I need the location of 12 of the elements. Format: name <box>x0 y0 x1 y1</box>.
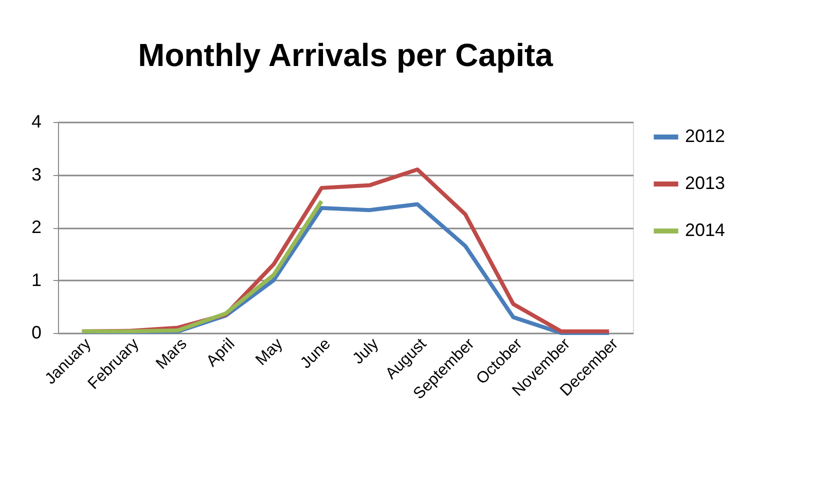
legend-label: 2013 <box>685 173 726 193</box>
legend-label: 2012 <box>685 126 726 146</box>
x-tick-label: July <box>350 336 382 368</box>
x-tick-label: May <box>252 336 286 369</box>
line-series <box>80 199 324 334</box>
y-tick-label: 3 <box>31 164 42 184</box>
y-tick-label: 0 <box>31 322 42 342</box>
legend-label: 2014 <box>685 220 726 240</box>
chart-title: Monthly Arrivals per Capita <box>138 37 554 73</box>
y-tick-label: 4 <box>31 112 42 132</box>
y-tick-label: 2 <box>31 217 42 237</box>
y-tick-label: 1 <box>31 270 42 290</box>
